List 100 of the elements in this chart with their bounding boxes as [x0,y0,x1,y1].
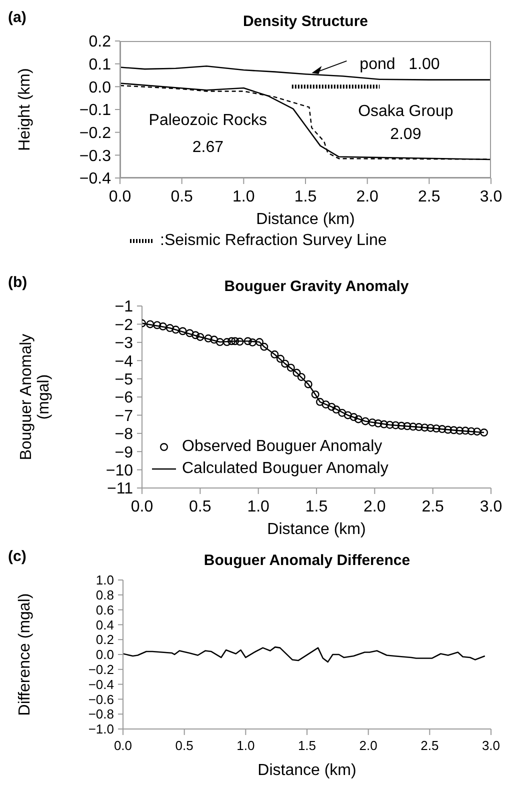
x-tick-label: 1.0 [236,738,255,754]
legend-label: Calculated Bouguer Anomaly [182,459,388,479]
x-tick-label: 3.0 [480,498,502,516]
point [438,425,446,434]
y-tick-label: −0.1 [79,102,112,120]
point [297,372,306,381]
x-tick-label: 2.0 [364,498,386,516]
point [338,408,346,417]
chart-title: Bouguer Gravity Anomaly [223,278,410,295]
point [316,398,324,406]
text: (a) [8,9,26,26]
x-tick-label: 1.0 [247,498,270,516]
x-tick-label: 3.0 [482,738,500,754]
text: (c) [8,548,26,565]
point [432,424,440,432]
x-tick-label: 0.5 [189,498,212,516]
y-tick-label: 0.2 [88,34,112,51]
point [186,329,194,338]
y-tick-label: 0.4 [96,617,114,632]
x-axis-title: Distance (km) [258,762,356,779]
x-tick-label: 1.5 [305,498,328,516]
point [328,402,336,411]
y-tick-label: −10 [106,462,134,480]
point [276,354,284,363]
point [386,420,394,429]
x-tick-label: 1.5 [294,188,317,206]
x-tick-label: 2.5 [422,498,444,516]
point [146,320,154,328]
point [178,327,187,336]
y-tick-label: 1.0 [96,572,114,588]
point [153,321,162,330]
point [403,422,412,430]
point [350,413,358,422]
y-axis-title: Bouguer Anomaly (mgal) [18,334,52,460]
x-tick-label: 0.0 [130,498,154,516]
point [414,423,423,432]
y-tick-label: 0.6 [96,602,114,618]
point [231,337,240,346]
y-tick-label: −0.4 [79,170,112,188]
point [322,400,330,408]
y-tick-label: 0.0 [88,79,112,96]
point [158,322,167,330]
y-tick-label: −0.2 [88,662,114,678]
y-tick-label: 0.8 [96,588,114,603]
point [461,426,470,435]
y-tick-label: −0.4 [88,676,114,692]
chart-title: Bouguer Anomaly Difference [202,552,412,569]
point [456,426,464,435]
y-tick-label: 0.0 [96,647,114,662]
point [332,406,340,414]
y-tick-label: 0.2 [96,632,114,648]
x-tick-label: 3.0 [480,188,502,206]
point [281,360,290,368]
point [368,418,376,426]
point [286,364,295,372]
x-tick-label: 2.0 [359,738,378,754]
point [255,338,264,346]
x-tick-label: 2.5 [418,188,440,206]
point [354,415,362,424]
point [420,424,429,432]
point [392,421,400,430]
y-axis-title: Difference (mgal) [16,593,34,716]
y-axis-title: Height (km) [16,68,34,151]
x-tick-label: 1.0 [232,188,255,206]
point [236,338,244,346]
point [426,424,435,432]
point [409,422,418,431]
annotation: pond 1.00 [360,56,440,73]
y-tick-label: −5 [114,371,134,388]
point [473,428,482,436]
point [210,336,218,344]
annotation: Osaka Group [357,102,454,122]
point [361,417,370,426]
chart-title: Density Structure [242,13,370,30]
text: (b) [8,274,28,291]
y-tick-label: −3 [114,335,134,352]
point [216,338,224,346]
y-tick-label: −0.2 [79,125,112,142]
point [344,411,352,420]
y-tick-label: −4 [114,353,134,370]
x-tick-label: 0.5 [170,188,194,206]
point [166,324,174,332]
point [204,334,212,342]
x-axis-title: Distance (km) [256,211,355,228]
point [260,342,268,351]
point [444,426,452,434]
point [222,338,231,346]
y-tick-label: −0.6 [88,692,114,707]
point [380,420,388,428]
x-tick-label: 2.0 [356,188,379,206]
x-axis-title: Distance (km) [267,521,366,538]
y-tick-label: −7 [114,408,134,425]
y-tick-label: −11 [107,480,134,498]
annotation: 2.09 [389,124,422,145]
y-tick-label: −0.3 [79,148,112,165]
point [228,337,236,346]
point [196,332,204,341]
point [244,337,252,346]
point [248,338,257,346]
y-tick-label: −1 [114,298,134,316]
